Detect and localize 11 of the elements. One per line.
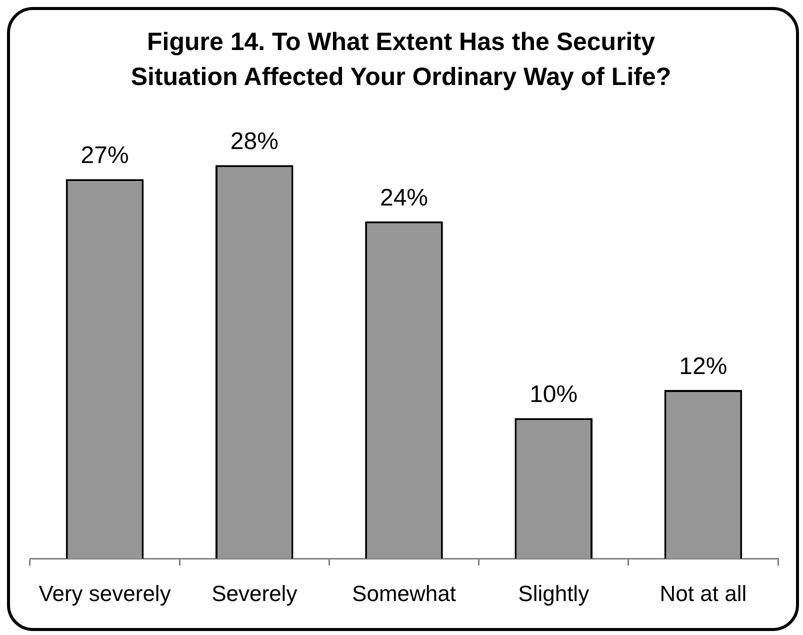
x-tick-label: Not at all [660, 580, 747, 606]
x-tick-label: Severely [212, 580, 298, 606]
data-label: 24% [380, 184, 428, 212]
data-label: 10% [530, 381, 578, 408]
data-label: 28% [230, 128, 278, 156]
data-label: 27% [80, 142, 129, 170]
x-tick-label: Very severely [38, 580, 171, 606]
x-tick-label: Slightly [518, 580, 590, 606]
x-tick-label: Somewhat [352, 580, 456, 606]
data-label: 12% [679, 352, 728, 380]
chart-title: Figure 14. To What Extent Has the Security Situation Affected Your Ordinary Way of Life? [130, 27, 672, 93]
